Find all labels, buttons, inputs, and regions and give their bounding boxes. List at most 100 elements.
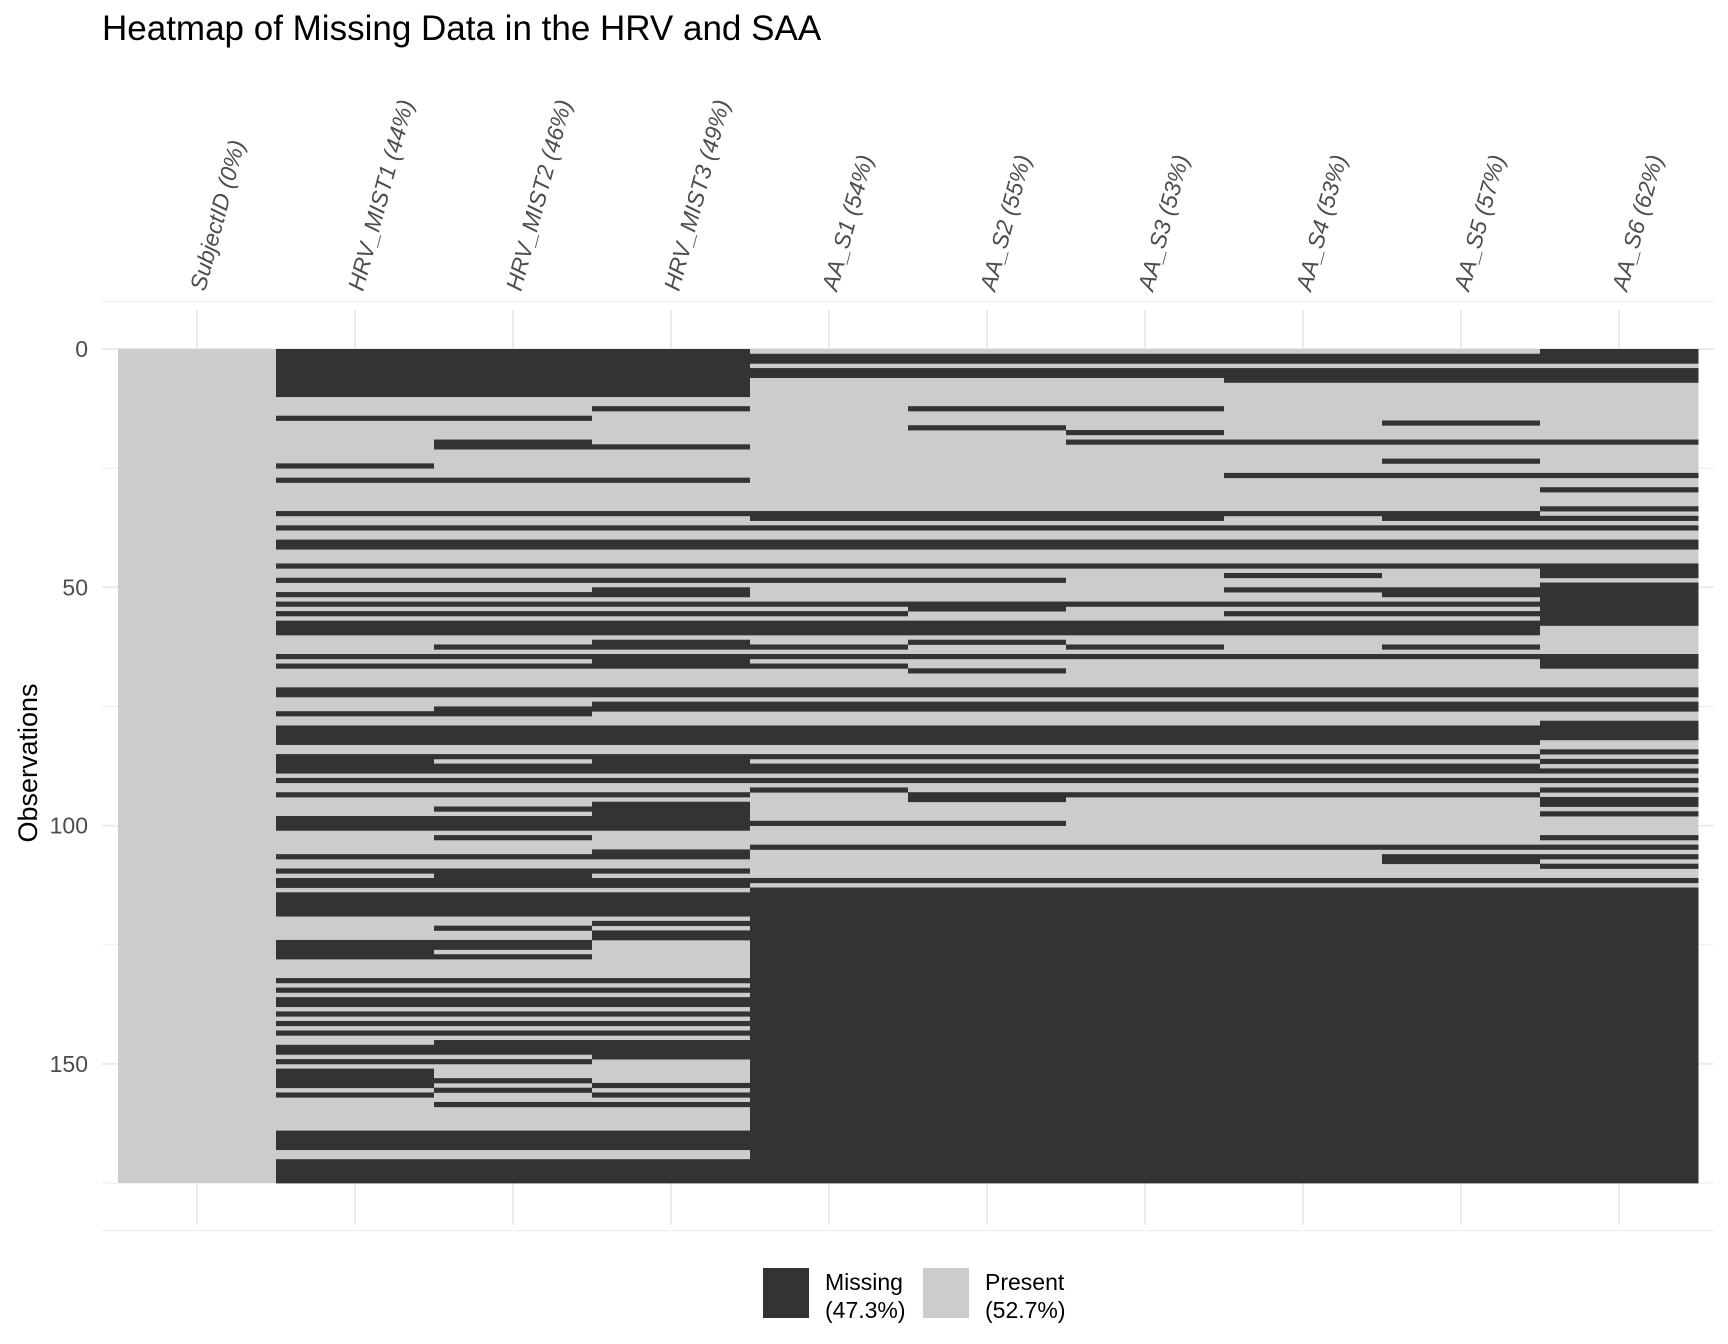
missing-tile [434,754,593,760]
legend-percent-present: (52.7%) [985,1297,1066,1323]
missing-tile [592,1159,751,1184]
missing-tile [1382,844,1541,850]
missing-tile [592,1011,751,1017]
missing-tile [908,887,1067,1184]
x-tick-label: HRV_MIST2 (46%) [501,97,577,293]
missing-tile [1382,877,1541,884]
missing-tile [434,868,593,888]
missing-tile [908,525,1067,531]
missing-tile [276,687,435,698]
missing-tile [1224,587,1383,593]
missing-tile [1224,725,1383,745]
x-axis-ticks: SubjectID (0%) HRV_MIST1 (44%) HRV_MIST2 (… [185,97,1668,295]
missing-tile [1540,582,1699,588]
missing-tile [908,792,1067,803]
missing-tile [592,654,751,669]
missing-tile [434,939,593,950]
missing-tile [276,525,435,531]
missing-tile [592,930,751,941]
missing-tile [434,706,593,717]
missing-tile [1066,439,1225,445]
missing-tile [434,725,593,745]
missing-tile [1540,687,1699,698]
missing-tile [276,997,435,1008]
legend-percent-missing: (47.3%) [825,1297,906,1323]
missing-tile [434,816,593,831]
missing-tile [750,820,909,826]
missing-tile [434,1130,593,1151]
y-tick-label: 100 [50,813,88,839]
missing-tile [276,611,435,617]
missing-tile [1224,792,1383,798]
legend-label-missing: Missing [825,1269,903,1295]
x-tick-label: SubjectID (0%) [185,137,250,293]
missing-tile [750,887,909,1184]
missing-tile [276,654,435,660]
present-column-bg [118,349,277,1183]
missing-tile [434,601,593,607]
missing-tile [276,725,435,745]
missing-tile [750,525,909,531]
missing-tile [1224,877,1383,884]
missing-tile [434,1040,593,1055]
missing-tile [1382,458,1541,464]
missing-tile [1540,349,1699,364]
missing-tile [1224,353,1383,364]
missing-tile [1224,472,1383,479]
missing-tile [750,353,909,364]
missing-tile [592,777,751,784]
missing-tile [592,1130,751,1151]
missing-tile [1540,777,1699,784]
missing-tile [276,1059,435,1065]
missing-tile [276,511,435,517]
missing-tile [276,1020,435,1027]
missing-tile [592,444,751,450]
missing-tile [750,701,909,712]
missing-tile [1540,787,1699,793]
missing-tile [434,806,593,812]
missing-tile [750,725,909,745]
missing-tile [434,577,593,583]
missing-tile [1540,515,1699,521]
missing-tile [592,754,751,774]
missing-tile [276,1159,435,1184]
missing-tile [1382,587,1541,598]
missing-tile [750,368,909,378]
missing-tile [276,792,435,798]
missing-tile [434,854,593,860]
missing-tile [592,1092,751,1098]
missing-tile [592,639,751,650]
missing-tile [1540,887,1699,1184]
missing-tile [1066,368,1225,378]
missing-tile [1382,887,1541,1184]
missing-tile [592,801,751,831]
missing-tile [592,477,751,483]
missing-tile [750,763,909,774]
missing-tile [1382,725,1541,745]
missing-tile [1540,506,1699,512]
missing-tile [276,754,435,774]
missing-tile [1382,368,1541,383]
missing-tile [276,539,435,550]
missing-tile [750,663,909,669]
missing-tile [592,539,751,550]
missing-tile [276,592,435,598]
missing-tile [276,711,435,717]
missing-tile [908,620,1067,636]
missing-tile [592,406,751,412]
missing-tile [1540,835,1699,841]
y-tick-label: 50 [62,574,88,600]
missing-tile [1382,539,1541,550]
missing-tile [434,644,593,650]
missing-tile [1540,749,1699,755]
missing-tile [1382,601,1541,607]
missing-tile [1382,611,1541,617]
missing-tile [592,1030,751,1036]
missing-tile [1382,854,1541,865]
missing-tile [276,1044,435,1055]
missing-tile [1540,877,1699,884]
missing-tile [276,939,435,960]
x-tick-label: AA_S6 (62%) [1606,152,1668,295]
missing-tile [434,654,593,660]
missing-tile [1224,887,1383,1184]
